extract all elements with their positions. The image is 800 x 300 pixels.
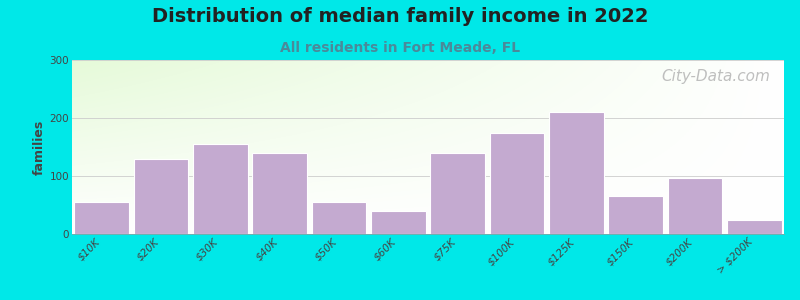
Y-axis label: families: families [33, 119, 46, 175]
Bar [549, 112, 604, 234]
Bar [608, 196, 663, 234]
Text: City-Data.com: City-Data.com [661, 69, 770, 84]
Bar [252, 153, 307, 234]
Bar [134, 159, 188, 234]
Bar [193, 144, 248, 234]
Bar [74, 202, 129, 234]
Bar [371, 211, 426, 234]
Text: Distribution of median family income in 2022: Distribution of median family income in … [152, 8, 648, 26]
Bar [490, 133, 544, 234]
Text: All residents in Fort Meade, FL: All residents in Fort Meade, FL [280, 40, 520, 55]
Bar [727, 220, 782, 234]
Bar [430, 153, 485, 234]
Bar [312, 202, 366, 234]
Bar [668, 178, 722, 234]
